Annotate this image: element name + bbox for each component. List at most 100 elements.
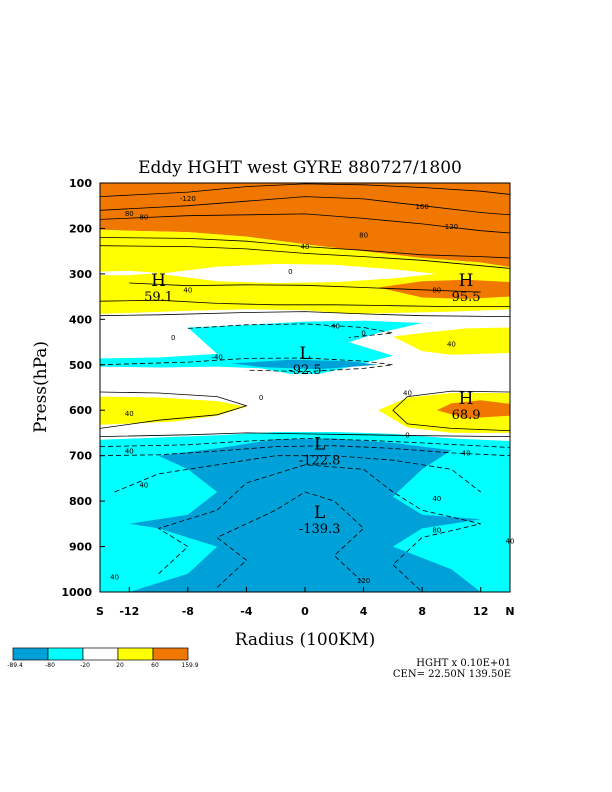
x-tick-label-0: S bbox=[96, 605, 104, 618]
contour-label-2: 80 bbox=[125, 210, 134, 218]
colorbar-label-5: 159.9 bbox=[181, 662, 198, 669]
footer-center: CEN= 22.50N 139.50E bbox=[393, 669, 511, 680]
x-tick-label-4: 0 bbox=[301, 605, 309, 618]
center-symbol-0: H bbox=[151, 271, 166, 291]
fill-yellow-right-mid bbox=[392, 327, 510, 355]
center-value-5: -139.3 bbox=[299, 522, 341, 537]
x-tick-label-3: -4 bbox=[240, 605, 253, 618]
x-tick-label-2: -8 bbox=[182, 605, 194, 618]
colorbar-swatch-4 bbox=[152, 647, 189, 661]
y-tick-label-2: 300 bbox=[69, 268, 92, 281]
contour-label-8: 40 bbox=[183, 287, 192, 295]
contour-dashed-4 bbox=[114, 455, 481, 493]
fill-white-core bbox=[290, 271, 349, 275]
x-tick-label-6: 8 bbox=[418, 605, 426, 618]
y-tick-label-9: 1000 bbox=[61, 586, 92, 599]
fill-white-left bbox=[100, 270, 159, 276]
colorbar-label-2: -20 bbox=[80, 662, 90, 669]
y-tick-label-7: 800 bbox=[69, 495, 92, 508]
fill-cyan-mid bbox=[100, 320, 423, 374]
fill-blue-l-mid bbox=[231, 359, 379, 370]
contour-solid-9 bbox=[392, 390, 511, 432]
contour-solid-0 bbox=[99, 183, 511, 197]
contour-label-9: 80 bbox=[432, 287, 441, 295]
contour-label-20: 40 bbox=[462, 450, 471, 458]
colorbar-swatch-1 bbox=[47, 647, 84, 661]
center-symbol-5: L bbox=[314, 503, 325, 523]
colorbar-swatch-3 bbox=[117, 647, 154, 661]
contour-dashed-2 bbox=[99, 437, 511, 448]
contour-label-14: 40 bbox=[447, 341, 456, 349]
contour-dashed-0 bbox=[99, 357, 393, 373]
contour-label-6: 40 bbox=[301, 243, 310, 251]
contour-solid-8 bbox=[99, 391, 248, 429]
contour-dashed-6 bbox=[216, 491, 365, 588]
fill-blue-lower bbox=[129, 438, 481, 592]
y-tick-label-8: 900 bbox=[69, 541, 92, 554]
contour-solid-7 bbox=[99, 311, 511, 317]
contour-label-5: 120 bbox=[445, 223, 458, 231]
contour-label-16: 40 bbox=[403, 390, 412, 398]
contour-label-26: 120 bbox=[357, 577, 370, 585]
center-value-3: 68.9 bbox=[452, 408, 481, 423]
center-symbol-4: L bbox=[314, 435, 325, 455]
colorbar-label-3: 20 bbox=[116, 662, 124, 669]
contour-dashed-5 bbox=[157, 464, 481, 593]
center-symbol-2: L bbox=[299, 344, 310, 364]
x-tick-label-5: 4 bbox=[360, 605, 368, 618]
contour-label-19: 40 bbox=[125, 447, 134, 455]
y-tick-label-3: 400 bbox=[69, 313, 92, 326]
contour-solid-4 bbox=[99, 245, 511, 269]
contour-label-3: 160 bbox=[415, 203, 428, 211]
colorbar-swatch-2 bbox=[82, 647, 119, 661]
fill-orange-h-right bbox=[378, 279, 510, 299]
chart-title: Eddy HGHT west GYRE 880727/1800 bbox=[138, 158, 462, 178]
x-tick-label-1: -12 bbox=[119, 605, 139, 618]
contour-label-17: 40 bbox=[125, 410, 134, 418]
contour-dashed-1 bbox=[187, 323, 393, 338]
y-tick-label-5: 600 bbox=[69, 404, 92, 417]
fill-orange-h-low bbox=[436, 400, 510, 419]
contour-label-22: 40 bbox=[432, 495, 441, 503]
center-value-2: -92.5 bbox=[288, 363, 321, 378]
center-value-0: 59.1 bbox=[144, 290, 173, 305]
center-value-1: 95.5 bbox=[452, 290, 481, 305]
contour-solid-5 bbox=[129, 282, 481, 293]
y-axis: 100 200 300 400 500 600 700 800 900 1000 bbox=[61, 177, 105, 599]
contour-solid-2 bbox=[99, 213, 511, 234]
y-tick-label-1: 200 bbox=[69, 222, 92, 235]
y-tick-label-4: 500 bbox=[69, 359, 92, 372]
contour-label-23: 80 bbox=[432, 526, 441, 534]
colorbar-label-1: -80 bbox=[45, 662, 55, 669]
contour-solid-3 bbox=[99, 237, 511, 259]
contour-label-7: 0 bbox=[288, 268, 292, 276]
contour-fills bbox=[100, 183, 510, 592]
contour-label-18: 0 bbox=[405, 431, 409, 439]
contour-solid-10 bbox=[99, 432, 511, 437]
contour-label-0: 80 bbox=[139, 213, 148, 221]
center-symbol-1: H bbox=[459, 271, 474, 291]
contour-label-21: 40 bbox=[139, 481, 148, 489]
contour-labels: 80 -120 80 160 80 120 40 0 40 80 -40 0 0 -40 40 0 40 40 0 4… bbox=[110, 195, 514, 585]
center-value-4: -122.8 bbox=[299, 454, 341, 469]
contour-solid-1 bbox=[99, 196, 511, 216]
contour-label-4: 80 bbox=[359, 232, 368, 240]
contour-label-15: 0 bbox=[259, 394, 263, 402]
colorbar-label-4: 60 bbox=[151, 662, 159, 669]
contour-solid-6 bbox=[99, 299, 510, 307]
contour-label-11: 0 bbox=[361, 330, 365, 338]
x-tick-label-8: N bbox=[505, 605, 514, 618]
colorbar: -89.4 -80 -20 20 60 159.9 bbox=[7, 647, 199, 669]
footer-scale: HGHT x 0.10E+01 bbox=[416, 658, 511, 669]
y-axis-label: Press(hPa) bbox=[31, 341, 51, 433]
colorbar-swatch-0 bbox=[12, 647, 49, 661]
contour-label-1: -120 bbox=[180, 195, 196, 203]
x-axis: S -12 -8 -4 0 4 8 12 N bbox=[96, 587, 515, 618]
contour-label-12: 0 bbox=[171, 334, 175, 342]
contour-label-10: -40 bbox=[329, 322, 340, 330]
x-axis-label: Radius (100KM) bbox=[235, 630, 376, 650]
contour-dashed-3 bbox=[99, 445, 511, 457]
contour-label-13: -40 bbox=[211, 353, 222, 361]
